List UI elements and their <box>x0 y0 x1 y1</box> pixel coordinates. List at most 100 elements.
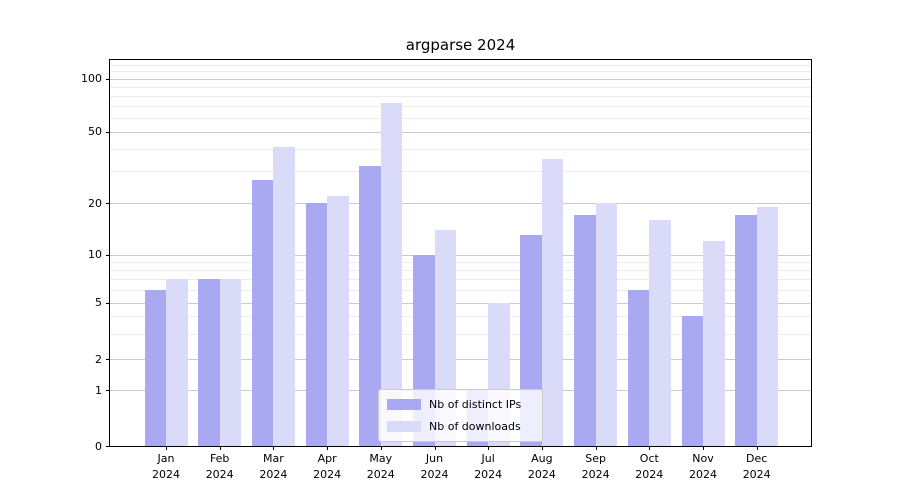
x-tick-label: Oct 2024 <box>619 451 679 483</box>
y-tick-mark <box>106 359 110 360</box>
legend-label-distinct-ips: Nb of distinct IPs <box>429 398 522 412</box>
x-tick-mark <box>488 446 490 450</box>
x-tick-label: Jan 2024 <box>136 451 196 483</box>
bar-distinct-ips-jan-2024 <box>144 289 166 446</box>
x-tick-label: Sep 2024 <box>566 451 626 483</box>
x-tick-mark <box>756 446 758 450</box>
minor-gridline <box>110 279 811 281</box>
x-tick-mark <box>219 446 221 450</box>
bar-distinct-ips-apr-2024 <box>305 203 328 446</box>
x-tick-label: Dec 2024 <box>727 451 787 483</box>
x-tick-label-year: 2024 <box>313 468 342 481</box>
minor-gridline <box>110 117 811 119</box>
bar-downloads-jan-2024 <box>166 279 188 446</box>
legend: Nb of distinct IPs Nb of downloads <box>378 389 543 442</box>
x-tick-label: Jun 2024 <box>405 451 465 483</box>
y-tick-label: 1 <box>95 383 102 397</box>
legend-swatch-downloads <box>387 420 421 432</box>
y-tick-mark <box>106 131 110 133</box>
y-tick-label: 20 <box>88 196 102 210</box>
minor-gridline <box>110 95 811 97</box>
x-tick-label: Nov 2024 <box>673 451 733 483</box>
minor-gridline <box>110 64 811 66</box>
x-tick-label-year: 2024 <box>205 468 234 481</box>
minor-gridline <box>110 289 811 291</box>
legend-swatch-distinct-ips <box>387 399 421 411</box>
y-tick-label: 100 <box>81 72 102 85</box>
bar-downloads-may-2024 <box>380 102 403 446</box>
x-tick-mark <box>703 446 704 450</box>
major-gridline <box>110 254 811 256</box>
x-tick-mark <box>595 446 597 450</box>
minor-gridline <box>110 269 811 271</box>
x-tick-label-year: 2024 <box>366 468 395 481</box>
plot-area: Nb of distinct IPs Nb of downloads <box>109 59 812 447</box>
y-tick-label: 5 <box>95 296 102 309</box>
bar-distinct-ips-nov-2024 <box>681 316 703 446</box>
x-tick-label-year: 2024 <box>689 468 717 481</box>
bar-distinct-ips-dec-2024 <box>735 215 757 446</box>
bar-distinct-ips-may-2024 <box>359 166 381 446</box>
bar-downloads-nov-2024 <box>703 240 725 446</box>
minor-gridline <box>110 105 811 107</box>
bar-downloads-oct-2024 <box>649 219 671 446</box>
x-tick-label: Feb 2024 <box>190 451 250 483</box>
x-tick-label: Mar 2024 <box>243 451 303 483</box>
x-tick-mark <box>273 446 275 450</box>
y-tick-mark <box>106 446 110 447</box>
major-gridline <box>110 78 811 80</box>
minor-gridline <box>110 71 811 73</box>
bar-distinct-ips-feb-2024 <box>198 279 220 446</box>
major-gridline <box>110 131 811 133</box>
bar-distinct-ips-oct-2024 <box>627 289 650 446</box>
y-tick-mark <box>106 302 110 304</box>
x-tick-mark <box>649 446 651 450</box>
bar-downloads-mar-2024 <box>273 146 295 446</box>
minor-gridline <box>110 261 811 263</box>
x-tick-mark <box>541 446 543 450</box>
bar-downloads-apr-2024 <box>327 195 349 446</box>
bar-downloads-dec-2024 <box>756 206 779 446</box>
major-gridline <box>110 203 811 204</box>
minor-gridline <box>110 148 811 150</box>
y-tick-label: 0 <box>95 439 102 453</box>
minor-gridline <box>110 171 811 173</box>
y-tick-mark <box>106 203 110 204</box>
y-tick-label: 2 <box>95 352 102 366</box>
bar-downloads-aug-2024 <box>541 159 564 446</box>
legend-item-downloads: Nb of downloads <box>387 420 534 433</box>
y-tick-mark <box>106 390 110 391</box>
x-tick-label: Apr 2024 <box>297 451 357 483</box>
x-tick-mark <box>380 446 382 450</box>
x-tick-mark <box>327 446 329 450</box>
x-tick-label: Aug 2024 <box>512 451 572 483</box>
x-tick-label-year: 2024 <box>420 468 449 481</box>
minor-gridline <box>110 86 811 88</box>
y-tick-mark <box>106 78 110 80</box>
legend-item-distinct-ips: Nb of distinct IPs <box>387 398 534 411</box>
y-tick-label: 50 <box>88 125 102 138</box>
x-tick-label-year: 2024 <box>259 468 288 481</box>
bar-downloads-sep-2024 <box>595 203 618 446</box>
bar-distinct-ips-mar-2024 <box>251 179 274 446</box>
x-tick-mark <box>166 446 167 450</box>
minor-gridline <box>110 333 811 335</box>
y-tick-mark <box>106 254 110 256</box>
x-tick-label-year: 2024 <box>152 468 180 481</box>
bar-distinct-ips-sep-2024 <box>574 215 596 446</box>
x-tick-label-year: 2024 <box>742 468 771 481</box>
major-gridline <box>110 302 811 304</box>
x-tick-label-year: 2024 <box>474 468 503 481</box>
legend-label-downloads: Nb of downloads <box>429 419 521 433</box>
x-tick-label: Jul 2024 <box>458 451 518 483</box>
minor-gridline <box>110 316 811 318</box>
chart-title: argparse 2024 <box>405 36 516 54</box>
x-tick-label: May 2024 <box>351 451 411 483</box>
x-tick-label-year: 2024 <box>581 468 610 481</box>
x-tick-label-year: 2024 <box>527 468 556 481</box>
x-tick-mark <box>434 446 436 450</box>
y-tick-label: 10 <box>88 248 102 261</box>
x-tick-label-year: 2024 <box>635 468 664 481</box>
major-gridline <box>110 359 811 360</box>
